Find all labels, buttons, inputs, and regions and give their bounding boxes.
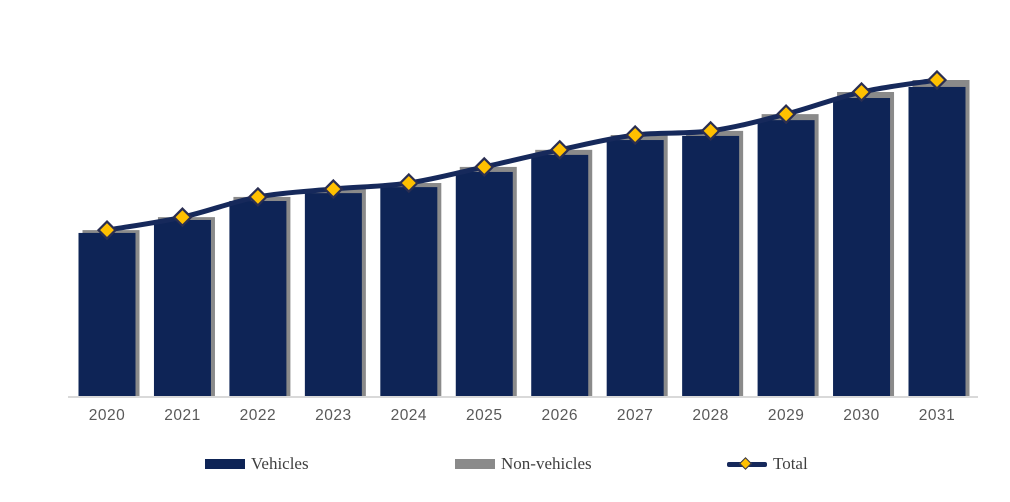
x-axis-label-2025: 2025 [466, 407, 503, 424]
bar-vehicles-2024 [380, 187, 438, 396]
bar-vehicles-2020 [78, 232, 136, 396]
legend-item-vehicles: Vehicles [205, 453, 309, 475]
total-marker-2027 [625, 124, 646, 146]
bar-vehicles-2026 [531, 154, 589, 396]
legend-label-vehicles: Vehicles [251, 454, 309, 473]
x-axis-label-2027: 2027 [616, 407, 654, 424]
bar-vehicles-2022 [229, 201, 287, 396]
total-marker-2024 [398, 172, 419, 194]
bar-vehicles-2025 [455, 171, 513, 396]
x-axis-label-2020: 2020 [88, 407, 126, 424]
total-marker-2029 [776, 104, 797, 125]
x-axis-label-2021: 2021 [164, 407, 201, 424]
x-axis: 2020 2021 2022 2023 2024 2025 2026 2027 2028 2029… [0, 407, 1010, 429]
x-axis-label-2024: 2024 [390, 407, 428, 424]
bar-vehicles-2028 [682, 135, 740, 396]
total-marker-2023 [323, 178, 344, 200]
legend-item-total: Total [727, 453, 808, 475]
total-marker-2022 [247, 186, 268, 208]
legend-label-total: Total [773, 454, 808, 473]
total-marker-2028 [700, 120, 721, 141]
vehicles-swatch-icon [205, 459, 245, 469]
total-marker-2030 [851, 81, 872, 103]
x-axis-label-2028: 2028 [692, 407, 729, 424]
x-axis-label-2022: 2022 [239, 407, 277, 424]
x-axis-label-2026: 2026 [541, 407, 578, 424]
non-vehicles-swatch-icon [455, 459, 495, 469]
total-marker-2025 [474, 156, 495, 177]
bar-vehicles-2023 [304, 193, 362, 396]
bar-vehicles-2027 [606, 140, 664, 396]
x-axis-label-2029: 2029 [767, 407, 805, 424]
legend: Vehicles Non-vehicles Total [0, 453, 1010, 479]
total-marker-2031 [926, 69, 948, 91]
x-axis-label-2023: 2023 [315, 407, 352, 424]
bar-vehicles-2029 [757, 120, 815, 396]
x-axis-label-2031: 2031 [918, 407, 956, 424]
total-line-marker-icon [727, 456, 767, 470]
total-marker-2026 [549, 139, 570, 160]
total-marker-2021 [172, 207, 193, 228]
x-axis-label-2030: 2030 [843, 407, 880, 424]
legend-label-non-vehicles: Non-vehicles [501, 454, 592, 473]
bar-vehicles-2030 [833, 98, 891, 397]
total-diamond-swatch [739, 456, 752, 470]
total-marker-2020 [96, 220, 118, 241]
bar-vehicles-2021 [153, 219, 211, 396]
bar-vehicles-2031 [908, 86, 966, 397]
legend-item-non-vehicles: Non-vehicles [455, 453, 592, 475]
